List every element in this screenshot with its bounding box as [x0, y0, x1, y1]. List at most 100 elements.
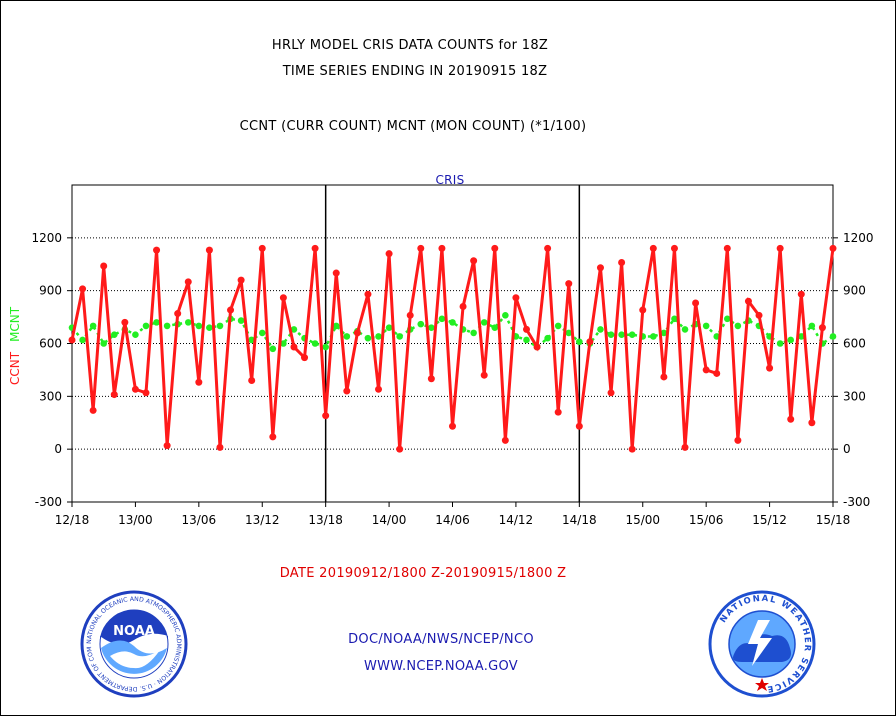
data-point-mcnt [576, 338, 583, 346]
x-tick-label: 14/12 [499, 513, 534, 527]
data-point-ccnt [565, 280, 573, 288]
data-point-mcnt [163, 322, 171, 330]
data-point-ccnt [406, 311, 414, 319]
data-point-ccnt [216, 443, 224, 451]
data-point-ccnt [512, 294, 520, 302]
data-point-ccnt [723, 244, 731, 252]
data-point-mcnt [544, 334, 551, 342]
data-point-ccnt [100, 262, 108, 270]
x-tick-label: 14/00 [372, 513, 407, 527]
data-point-ccnt [755, 311, 763, 319]
data-point-ccnt [438, 244, 446, 252]
data-point-mcnt [776, 340, 784, 347]
data-point-ccnt [639, 306, 647, 314]
data-point-ccnt [195, 378, 203, 386]
data-point-mcnt [523, 336, 530, 344]
data-point-ccnt [554, 408, 562, 416]
data-point-mcnt [396, 333, 403, 340]
data-point-ccnt [375, 385, 383, 393]
chart-title-line1: HRLY MODEL CRIS DATA COUNTS for 18Z [271, 38, 549, 53]
x-tick-label: 14/06 [435, 513, 470, 527]
data-point-ccnt [596, 264, 604, 272]
data-point-ccnt [258, 244, 266, 252]
data-point-mcnt [565, 329, 573, 337]
chart-title-line2: TIME SERIES ENDING IN 20190915 18Z [282, 64, 548, 79]
data-point-ccnt [68, 336, 76, 344]
data-point-mcnt [470, 329, 477, 337]
credit-line-2[interactable]: WWW.NCEP.NOAA.GOV [363, 659, 519, 674]
data-point-ccnt [290, 343, 298, 351]
data-point-mcnt [618, 331, 625, 338]
data-point-mcnt [671, 315, 678, 323]
y-axis-label-ccnt: CCNT [8, 351, 22, 385]
data-point-mcnt [502, 312, 509, 319]
y-tick-label-right: 300 [843, 389, 866, 403]
data-point-ccnt [184, 278, 192, 286]
data-point-ccnt [385, 250, 393, 258]
x-tick-label: 15/18 [816, 513, 851, 527]
data-point-ccnt [248, 376, 256, 384]
data-point-mcnt [153, 319, 160, 326]
y-tick-label-right: -300 [843, 495, 870, 509]
y-tick-label-left: -300 [35, 495, 62, 509]
data-point-mcnt [681, 326, 689, 333]
data-point-mcnt [216, 322, 224, 330]
data-point-mcnt [79, 336, 86, 344]
data-point-ccnt [110, 391, 118, 399]
date-range: DATE 20190912/1800 Z-20190915/1800 Z [279, 566, 567, 581]
credit-line-1[interactable]: DOC/NOAA/NWS/NCEP/NCO [348, 632, 534, 647]
y-tick-label-left: 300 [39, 389, 62, 403]
data-point-ccnt [301, 354, 309, 362]
data-point-ccnt [311, 244, 319, 252]
data-point-ccnt [808, 419, 816, 427]
data-point-ccnt [163, 442, 171, 450]
data-point-mcnt [438, 315, 446, 323]
data-point-mcnt [724, 315, 731, 323]
data-point-mcnt [702, 322, 710, 330]
noaa-logo-text: NOAA [113, 624, 155, 639]
data-point-ccnt [142, 389, 150, 397]
data-point-mcnt [343, 333, 351, 340]
data-point-ccnt [322, 412, 330, 420]
data-point-ccnt [586, 338, 594, 346]
data-point-ccnt [79, 285, 87, 293]
data-point-mcnt [480, 319, 488, 326]
x-tick-label: 13/00 [118, 513, 153, 527]
data-point-mcnt [322, 343, 329, 351]
data-point-mcnt [332, 322, 340, 330]
nws-logo-icon: NATIONAL WEATHER SERVICE [708, 590, 816, 698]
data-point-mcnt [206, 324, 213, 331]
data-point-mcnt [311, 340, 319, 347]
data-point-mcnt [628, 331, 636, 338]
x-tick-label: 13/12 [245, 513, 280, 527]
data-point-mcnt [290, 326, 298, 333]
data-point-mcnt [417, 320, 425, 328]
data-point-ccnt [459, 303, 467, 311]
data-point-ccnt [491, 244, 499, 252]
x-tick-label: 13/06 [182, 513, 217, 527]
data-point-mcnt [89, 322, 97, 330]
data-point-ccnt [766, 364, 774, 372]
data-point-ccnt [702, 366, 710, 374]
data-point-ccnt [227, 306, 235, 314]
data-point-mcnt [100, 340, 108, 347]
data-point-ccnt [744, 297, 752, 305]
data-point-ccnt [692, 299, 700, 307]
data-point-mcnt [808, 322, 816, 330]
data-point-ccnt [427, 375, 435, 383]
y-tick-label-left: 0 [54, 442, 62, 456]
data-point-mcnt [237, 317, 245, 324]
data-point-mcnt [787, 336, 795, 344]
y-tick-label-left: 1200 [31, 231, 62, 245]
data-point-mcnt [607, 331, 615, 338]
data-point-ccnt [269, 433, 277, 441]
data-point-ccnt [332, 269, 340, 277]
data-point-ccnt [174, 310, 182, 318]
y-axis-label-mcnt: MCNT [8, 306, 22, 342]
data-point-ccnt [449, 422, 456, 430]
data-point-mcnt [280, 340, 287, 347]
y-tick-label-right: 1200 [843, 231, 874, 245]
data-point-mcnt [597, 326, 604, 333]
x-tick-label: 12/18 [55, 513, 90, 527]
